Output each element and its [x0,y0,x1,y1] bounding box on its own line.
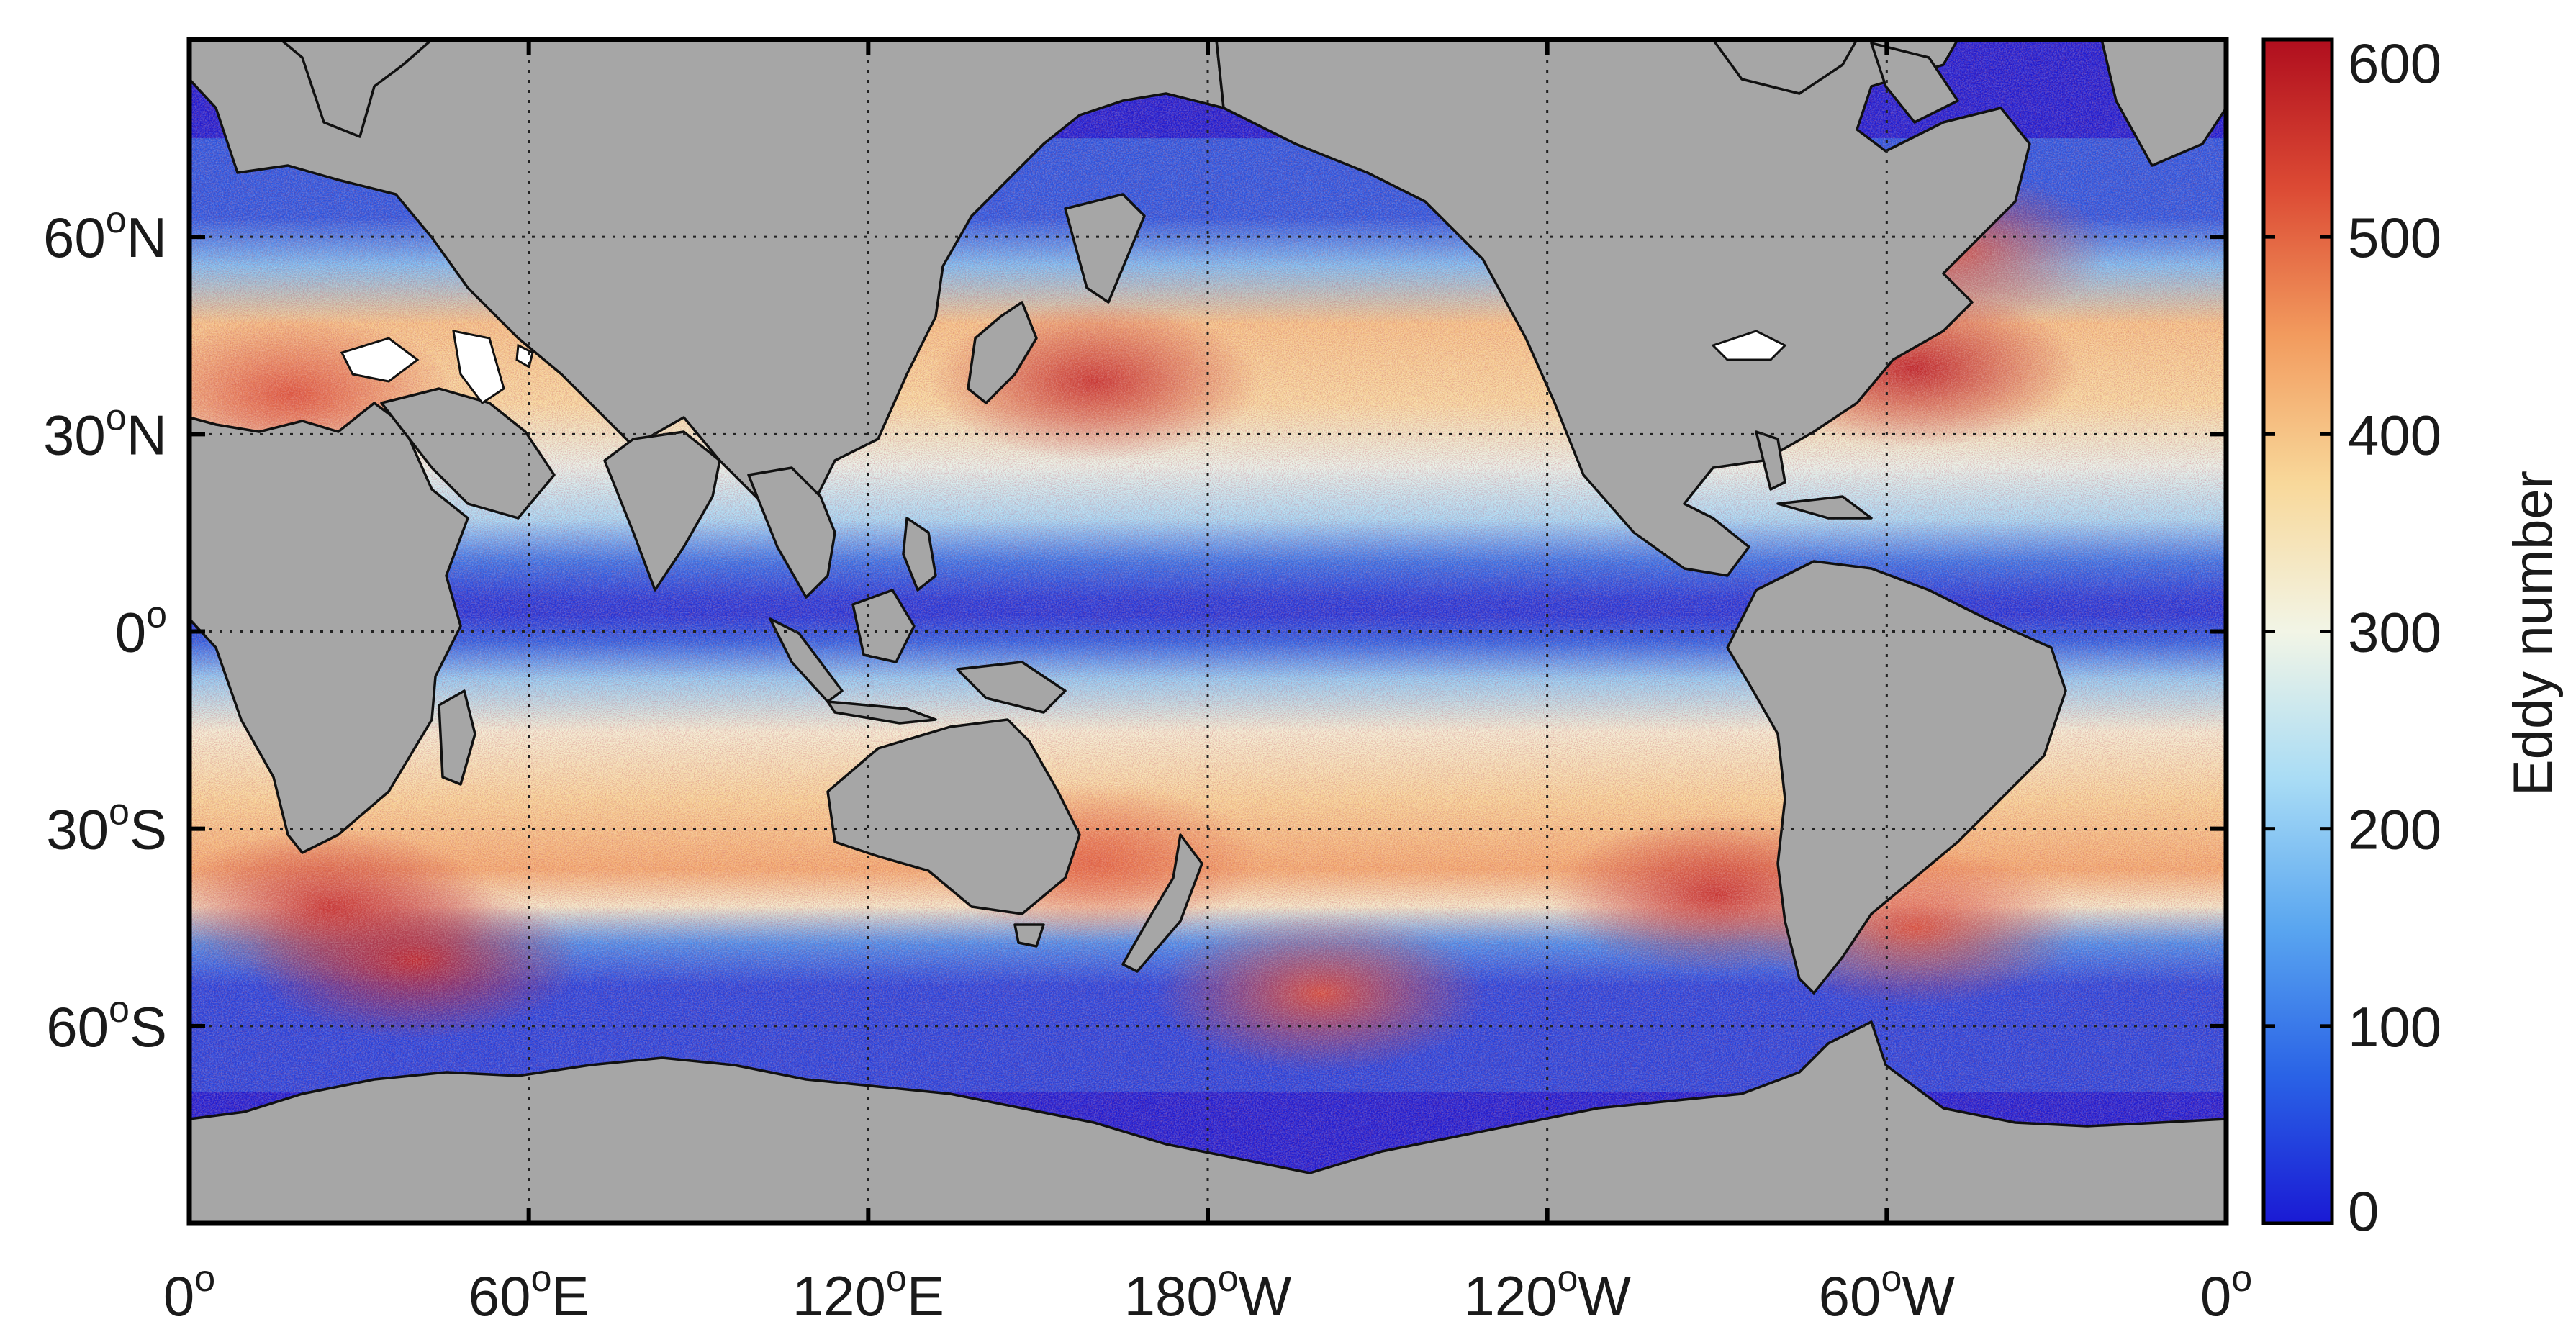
land-japan [967,301,1038,404]
land-greenland [2100,40,2226,167]
x-tick-label: 180oW [1124,1258,1292,1328]
colorbar-label: Eddy number [2503,471,2564,796]
land-antarctica [189,1020,2226,1223]
land-scandinavia [279,40,433,138]
lake-aral [515,343,534,369]
land-kamchatka [1064,193,1146,304]
land-madagascar [438,689,476,786]
lake-caspian [452,330,505,405]
y-tick-label: 30oS [46,792,167,861]
colorbar: 0 100 200 300 400 500 600 Eddy number [2261,32,2564,1243]
colorbar-tick-label: 0 [2348,1179,2379,1243]
x-tick-label: 120oE [792,1258,944,1328]
colorbar-tick-label: 400 [2348,403,2441,466]
x-tick-labels: 0o 60oE 120oE 180oW 120oW 60oW 0o [163,1258,2252,1328]
x-tick-label: 0o [163,1258,215,1328]
map-gridlines [189,40,2226,1223]
colorbar-tick-labels: 0 100 200 300 400 500 600 [2348,32,2441,1243]
y-tick-label: 60oN [43,199,167,269]
land-new-zealand [1121,833,1203,973]
x-tick-marks [187,40,2228,1223]
land-africa [189,402,469,854]
y-tick-label: 60oS [46,989,167,1059]
inland-lakes [340,330,1787,405]
lake-great-lakes [1711,330,1787,361]
y-tick-label: 0o [115,594,167,664]
land-cuba [1776,495,1873,520]
lake-caspian-black [340,337,420,383]
land-new-guinea [956,661,1067,714]
colorbar-tick-label: 600 [2348,32,2441,95]
land-masses [189,40,2226,1223]
colorbar-tick-label: 200 [2348,798,2441,861]
land-arctic-islands [1712,40,1858,95]
land-south-america [1726,560,2067,995]
land-india [603,430,721,592]
land-australia [826,718,1081,915]
y-tick-label: 30oN [43,397,167,466]
colorbar-ticks [2264,37,2332,1225]
x-tick-label: 60oE [469,1258,589,1328]
colorbar-tick-label: 100 [2348,995,2441,1059]
x-tick-label: 120oW [1463,1258,1631,1328]
land-tasmania [1013,923,1045,948]
map-panel [189,40,2226,1223]
land-florida [1755,430,1786,491]
x-tick-label: 60oW [1819,1258,1956,1328]
colorbar-tick-label: 300 [2348,601,2441,664]
y-tick-marks [189,235,2226,1028]
land-indochina [747,466,836,599]
land-philippines [902,517,937,592]
land-arabia [380,387,556,520]
land-north-america [1215,40,2031,577]
y-tick-labels: 60oN 30oN 0o 30oS 60oS [43,199,167,1059]
x-tick-label: 0o [2200,1258,2252,1328]
land-baffin [1870,42,1959,124]
colorbar-tick-label: 500 [2348,206,2441,269]
land-java [826,700,937,725]
